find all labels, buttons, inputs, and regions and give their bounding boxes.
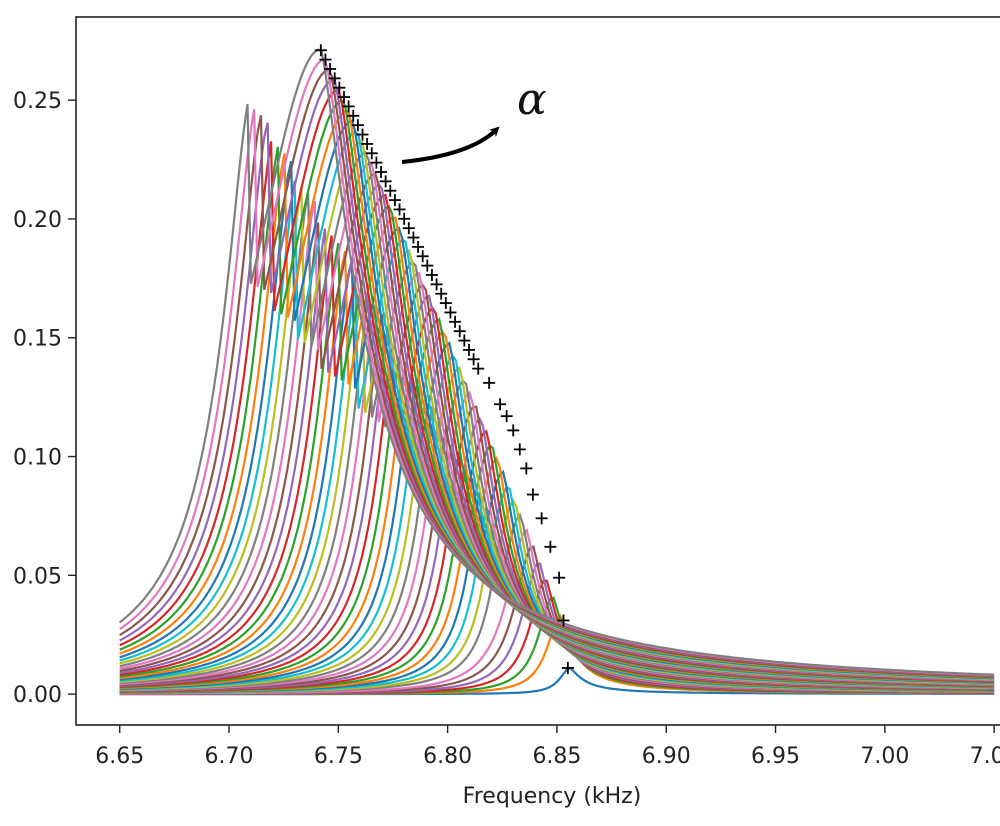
x-tick-label: 6.70 — [205, 744, 254, 769]
peak-marker — [435, 287, 448, 300]
peak-marker — [421, 259, 434, 272]
peak-marker — [520, 462, 533, 475]
peak-marker — [407, 231, 420, 244]
peak-marker — [388, 194, 401, 207]
peak-marker — [328, 72, 341, 85]
x-tick-label: 7.00 — [860, 744, 909, 769]
peak-marker — [453, 325, 466, 338]
peak-marker — [462, 343, 475, 356]
annotation-alpha: α — [517, 74, 547, 125]
peak-marker — [544, 540, 557, 553]
peak-marker — [324, 62, 337, 75]
y-tick-label: 0.25 — [13, 89, 62, 114]
peak-marker — [370, 156, 383, 169]
peak-marker — [425, 268, 438, 281]
peak-marker — [553, 571, 566, 584]
y-tick-label: 0.00 — [13, 683, 62, 708]
peak-marker — [513, 443, 526, 456]
peak-marker — [319, 53, 332, 66]
series-line — [119, 130, 995, 680]
peak-markers — [314, 44, 574, 674]
peak-marker — [393, 203, 406, 216]
series-line — [119, 48, 995, 676]
peak-marker — [507, 424, 520, 437]
series-line — [119, 119, 995, 680]
peak-marker — [458, 334, 471, 347]
peak-marker — [333, 81, 346, 94]
y-tick-label: 0.10 — [13, 446, 62, 471]
plot-frame — [75, 16, 1000, 726]
x-axis: 6.65 6.70 6.75 6.80 6.85 6.90 6.95 7.00 7.05 — [95, 725, 1000, 769]
peak-marker — [483, 376, 496, 389]
series-line — [119, 216, 995, 684]
peak-marker — [557, 614, 570, 627]
x-axis-label: Frequency (kHz) — [463, 784, 642, 809]
peak-marker — [365, 147, 378, 160]
peak-marker — [430, 278, 443, 291]
peak-marker — [384, 184, 397, 197]
peak-marker — [342, 100, 355, 113]
x-tick-label: 6.65 — [95, 744, 144, 769]
series-line — [119, 405, 995, 692]
peak-marker — [561, 661, 574, 674]
peak-marker — [467, 353, 480, 366]
peak-marker — [535, 512, 548, 525]
y-tick-label: 0.05 — [13, 564, 62, 589]
peak-marker — [375, 165, 388, 178]
peak-marker — [494, 398, 507, 411]
annotation-arrow — [401, 126, 500, 164]
peak-marker — [500, 410, 513, 423]
series-line — [119, 57, 995, 677]
peak-marker — [449, 315, 462, 328]
peak-marker — [439, 297, 452, 310]
peak-marker — [379, 175, 392, 188]
y-axis: 0.00 0.05 0.10 0.15 0.20 0.25 — [13, 89, 76, 708]
peak-marker — [444, 306, 457, 319]
peak-marker — [356, 128, 369, 141]
peak-marker — [314, 44, 327, 57]
peak-marker — [398, 212, 411, 225]
peak-marker — [416, 250, 429, 263]
peak-marker — [402, 222, 415, 235]
x-tick-label: 6.85 — [532, 744, 581, 769]
x-tick-label: 6.90 — [642, 744, 691, 769]
x-tick-label: 6.75 — [314, 744, 363, 769]
peak-marker — [361, 137, 374, 150]
peak-marker — [526, 488, 539, 501]
peak-marker — [351, 119, 364, 132]
series-line — [119, 140, 995, 681]
peak-marker — [412, 240, 425, 253]
peak-marker — [337, 91, 350, 104]
x-tick-label: 6.80 — [423, 744, 472, 769]
x-tick-label: 6.95 — [751, 744, 800, 769]
series-curves — [119, 48, 995, 696]
series-line — [119, 390, 995, 692]
y-tick-label: 0.15 — [13, 327, 62, 352]
peak-marker — [347, 109, 360, 122]
x-tick-label: 7.05 — [970, 744, 1000, 769]
y-tick-label: 0.20 — [13, 208, 62, 233]
peak-marker — [472, 362, 485, 375]
